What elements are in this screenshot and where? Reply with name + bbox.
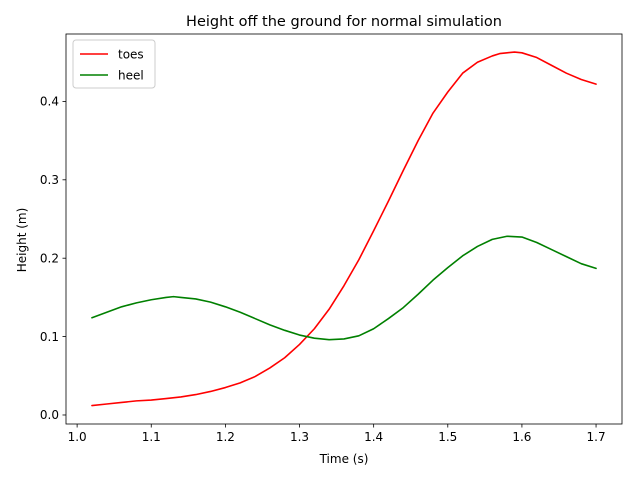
- x-tick-label: 1.3: [290, 430, 309, 444]
- legend: toes heel: [72, 39, 156, 89]
- x-axis-label: Time (s): [319, 452, 369, 466]
- x-tick-label: 1.2: [216, 430, 235, 444]
- x-tick-label: 1.1: [142, 430, 161, 444]
- y-axis-label: Height (m): [15, 208, 29, 273]
- y-tick-label: 0.1: [40, 330, 59, 344]
- y-tick-label: 0.2: [40, 251, 59, 265]
- y-tick-label: 0.0: [40, 408, 59, 422]
- y-tick-label: 0.3: [40, 173, 59, 187]
- series-line-toes: [91, 51, 597, 407]
- legend-label-toes: toes: [118, 47, 144, 61]
- x-tick-label: 1.4: [364, 430, 383, 444]
- chart-title: Height off the ground for normal simulat…: [186, 14, 502, 30]
- x-tick-label: 1.7: [587, 430, 606, 444]
- series-lines: [91, 51, 597, 407]
- axes: 1.0 1.1 1.2 1.3 1.4 1.5 1.6 1.7 0.0 0.1 0.2 0.3 0.4: [40, 33, 623, 444]
- y-tick-label: 0.4: [40, 95, 59, 109]
- legend-label-heel: heel: [118, 68, 144, 82]
- x-tick-label: 1.5: [438, 430, 457, 444]
- plot-area: [66, 34, 622, 424]
- x-tick-label: 1.0: [68, 430, 87, 444]
- axes-frame: [65, 33, 623, 425]
- x-tick-label: 1.6: [512, 430, 531, 444]
- legend-box: [72, 39, 156, 89]
- series-line-heel: [91, 235, 597, 341]
- plot-background: [66, 34, 622, 424]
